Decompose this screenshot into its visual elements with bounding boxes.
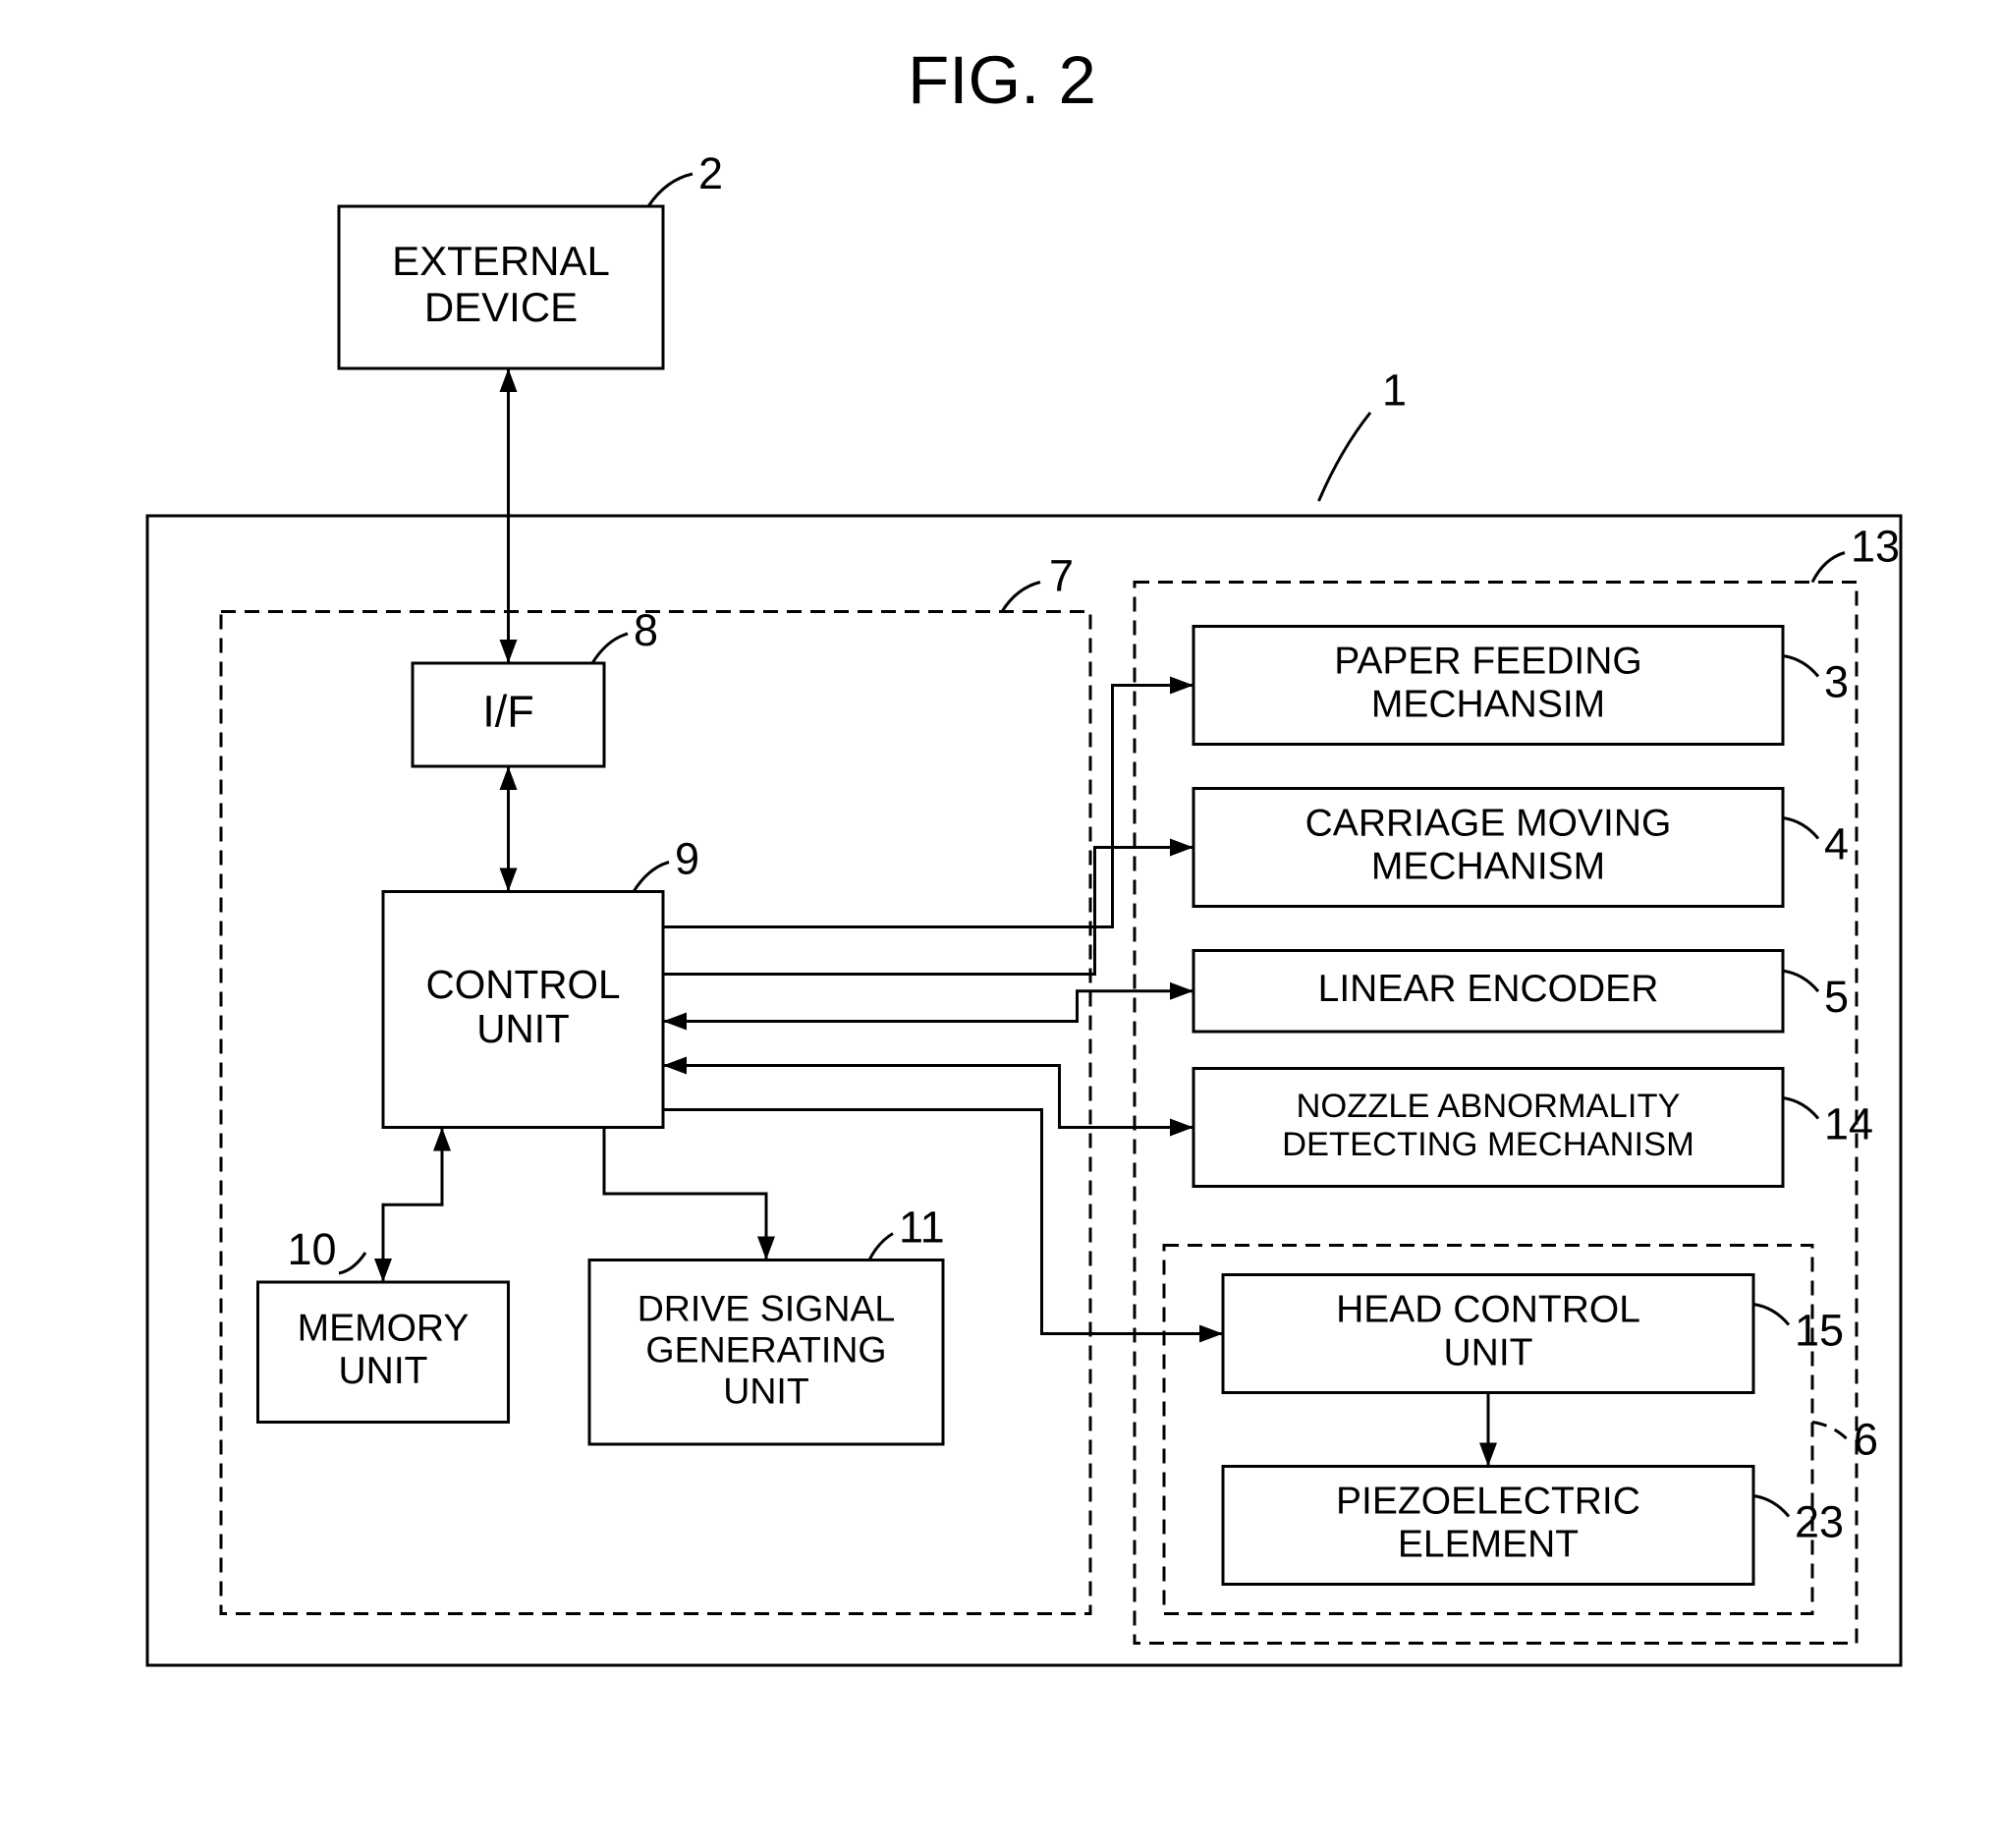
ref-13: 13 [1851,522,1900,572]
paper-feeding-box-label: PAPER FEEDINGMECHANSIM [1334,641,1642,726]
interface-box-label: I/F [482,686,534,736]
link-cu-nozzle [663,1066,1193,1128]
arrowhead [757,1237,775,1260]
arrowhead [433,1128,451,1151]
arrowhead [500,868,518,892]
figure-title: FIG. 2 [908,42,1096,118]
ref-6: 6 [1854,1415,1878,1465]
arrowhead [663,1057,687,1075]
nozzle-box-label: NOZZLE ABNORMALITYDETECTING MECHANISM [1282,1088,1694,1163]
arrowhead [1199,1325,1223,1343]
ref-9: 9 [675,834,699,884]
ref-1: 1 [1382,365,1407,416]
linear-encoder-box-label: LINEAR ENCODER [1318,968,1659,1010]
link-cu-ds [604,1128,766,1260]
link-cu-paper [663,686,1193,927]
arrowhead [1170,677,1193,695]
arrowhead [1170,982,1193,1000]
ref-7: 7 [1049,551,1074,601]
link-cu-mem [383,1128,442,1283]
ref-15: 15 [1795,1306,1844,1356]
ref-3: 3 [1824,657,1849,707]
ref-23: 23 [1795,1497,1844,1547]
ref-11: 11 [899,1203,945,1253]
link-cu-encoder [663,991,1193,1022]
arrowhead [374,1259,392,1282]
arrowhead [1479,1443,1497,1467]
block-diagram: FIG. 2EXTERNALDEVICEI/FCONTROLUNITMEMORY… [0,0,1998,1848]
ref-8: 8 [634,605,658,655]
arrowhead [500,640,518,663]
arrowhead [1170,839,1193,857]
ref-2: 2 [698,148,723,198]
ref-14: 14 [1824,1099,1873,1149]
arrowhead [500,368,518,392]
arrowhead [1170,1119,1193,1137]
ref-10: 10 [288,1224,337,1274]
arrowhead [663,1013,687,1031]
external-device-box-label: EXTERNALDEVICE [392,238,610,330]
ref-5: 5 [1824,972,1849,1022]
ref-4: 4 [1824,819,1849,869]
arrowhead [500,766,518,790]
